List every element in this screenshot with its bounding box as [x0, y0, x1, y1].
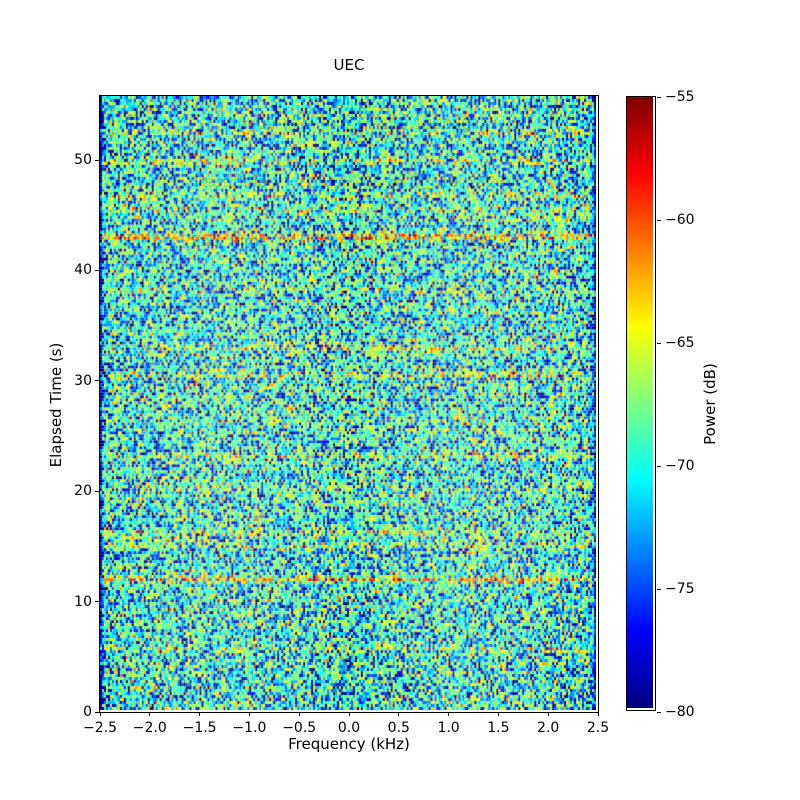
y-tick-label: 0 — [83, 704, 92, 720]
colorbar-tick-label: −80 — [665, 704, 695, 720]
colorbar-tick-label: −70 — [665, 458, 695, 474]
y-tick-label: 20 — [74, 483, 92, 500]
colorbar-tick-mark — [657, 588, 661, 590]
colorbar-tick-label: −65 — [665, 335, 695, 351]
x-tick-label: −0.5 — [282, 720, 317, 736]
y-tick-label: 10 — [74, 593, 92, 610]
x-tick-label: 0.5 — [387, 720, 410, 736]
y-tick-mark — [95, 711, 99, 713]
colorbar-tick-mark — [657, 465, 661, 467]
x-tick-mark — [348, 712, 350, 716]
x-tick-mark — [248, 712, 250, 716]
colorbar-tick-label: −55 — [665, 89, 695, 105]
y-tick-mark — [95, 159, 99, 161]
x-tick-mark — [398, 712, 400, 716]
x-tick-label: 2.0 — [537, 720, 560, 736]
y-tick-mark — [95, 380, 99, 382]
x-tick-label: −2.5 — [83, 720, 117, 736]
x-tick-mark — [448, 712, 450, 716]
x-tick-label: 1.5 — [487, 720, 510, 736]
x-tick-label: −2.0 — [132, 720, 167, 736]
colorbar-tick-label: −60 — [665, 212, 695, 228]
colorbar-tick-mark — [657, 342, 661, 344]
colorbar-tick-mark — [657, 219, 661, 221]
x-axis-label: Frequency (kHz) — [288, 735, 410, 753]
x-tick-label: −1.0 — [232, 720, 267, 736]
colorbar-tick-label: −75 — [665, 581, 695, 597]
x-tick-mark — [149, 712, 151, 716]
spectrogram-plot-area — [99, 95, 599, 713]
colorbar-tick-mark — [657, 96, 661, 98]
x-tick-mark — [597, 712, 599, 716]
x-tick-mark — [199, 712, 201, 716]
x-tick-label: 2.5 — [586, 720, 610, 736]
colorbar-tick-mark — [657, 711, 661, 713]
x-tick-label: 0.0 — [337, 720, 361, 736]
x-tick-label: −1.5 — [182, 720, 217, 736]
x-tick-label: 1.0 — [437, 720, 460, 736]
colorbar — [626, 96, 656, 711]
x-tick-mark — [298, 712, 300, 716]
x-tick-mark — [99, 712, 101, 716]
spectrogram-canvas — [100, 96, 596, 710]
y-tick-mark — [95, 490, 99, 492]
y-tick-mark — [95, 601, 99, 603]
x-tick-mark — [497, 712, 499, 716]
y-tick-label: 40 — [74, 262, 92, 279]
y-tick-label: 50 — [74, 152, 92, 169]
y-tick-label: 30 — [74, 372, 92, 389]
y-axis-label: Elapsed Time (s) — [47, 342, 65, 468]
y-tick-mark — [95, 269, 99, 271]
plot-title: UEC — [333, 56, 365, 74]
x-tick-mark — [547, 712, 549, 716]
colorbar-canvas — [627, 97, 653, 708]
